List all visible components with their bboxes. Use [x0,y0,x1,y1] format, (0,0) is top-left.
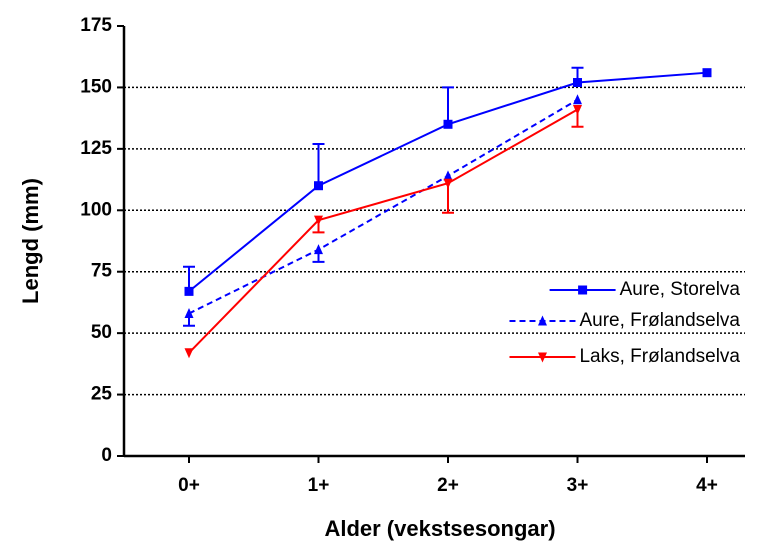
y-tick-label: 150 [80,76,112,97]
marker [443,119,453,129]
marker [537,315,547,326]
marker [537,352,547,363]
y-axis-title: Lengd (mm) [18,178,43,304]
marker [184,348,194,359]
marker [443,170,453,181]
marker [314,181,323,191]
marker [573,94,582,105]
marker [314,244,323,255]
error-bar [312,142,325,186]
x-tick-label: 0+ [178,475,200,496]
x-tick-label: 4+ [696,475,718,496]
y-tick-label: 50 [91,322,112,343]
legend-label: Aure, Storelva [620,279,741,300]
marker [314,215,323,226]
y-tick-label: 125 [80,138,112,159]
series-line [188,108,578,354]
x-tick-label: 2+ [437,475,459,496]
x-tick-label: 1+ [308,475,330,496]
marker [443,178,453,189]
legend-label: Laks, Frølandselva [579,346,740,367]
x-axis-title: Alder (vekstsesongar) [324,516,555,541]
marker [573,105,582,116]
y-tick-label: 175 [80,15,112,36]
marker [578,285,588,295]
y-tick-label: 75 [91,261,113,282]
marker [184,286,194,296]
y-tick-label: 100 [80,199,112,220]
y-tick-label: 0 [101,445,112,466]
series-line [188,98,579,315]
marker [573,78,582,88]
marker [184,307,194,318]
x-tick-label: 3+ [567,475,589,496]
error-bar [442,86,454,125]
marker [702,68,712,78]
y-tick-label: 25 [91,384,113,405]
legend-label: Aure, Frølandselva [579,310,740,331]
